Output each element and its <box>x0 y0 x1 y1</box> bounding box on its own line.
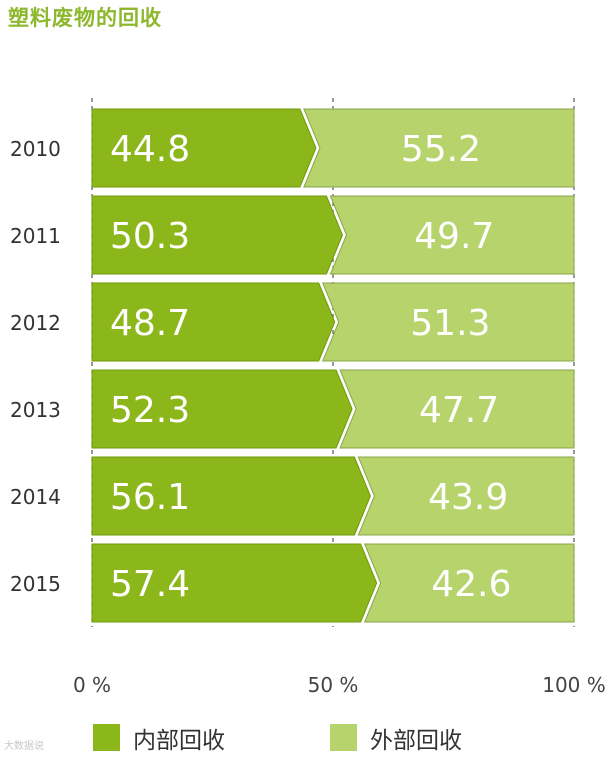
value-label-outer: 42.6 <box>431 564 511 605</box>
y-category-label: 2014 <box>10 485 61 509</box>
value-label-inner: 57.4 <box>110 564 190 605</box>
watermark: 大数据说 <box>4 741 44 752</box>
y-category-label: 2013 <box>10 398 61 422</box>
value-label-inner: 44.8 <box>110 129 190 170</box>
bar-inner-2011 <box>91 195 343 275</box>
bar-outer-2012 <box>321 282 575 362</box>
value-label-outer: 51.3 <box>410 303 490 344</box>
value-label-inner: 50.3 <box>110 216 190 257</box>
bar-inner-2013 <box>91 369 353 449</box>
x-tick-label: 0 % <box>73 673 111 697</box>
bar-outer-2014 <box>357 456 575 536</box>
value-label-outer: 49.7 <box>414 216 494 257</box>
bar-outer-2011 <box>329 195 575 275</box>
bar-inner-2010 <box>91 108 317 188</box>
bar-outer-2010 <box>303 108 575 188</box>
value-label-inner: 48.7 <box>110 303 190 344</box>
y-category-label: 2010 <box>10 137 61 161</box>
bar-inner-2012 <box>91 282 336 362</box>
y-category-label: 2015 <box>10 572 61 596</box>
bar-outer-2015 <box>363 543 575 623</box>
bar-outer-2013 <box>339 369 575 449</box>
value-label-inner: 56.1 <box>110 477 190 518</box>
y-category-label: 2012 <box>10 311 61 335</box>
x-tick-label: 50 % <box>308 673 359 697</box>
legend-swatch-inner <box>93 724 120 751</box>
legend-swatch-outer <box>330 724 357 751</box>
y-category-label: 2011 <box>10 224 61 248</box>
bar-inner-2014 <box>91 456 371 536</box>
bar-inner-2015 <box>91 543 378 623</box>
value-label-outer: 43.9 <box>428 477 508 518</box>
legend-label-outer: 外部回收 <box>370 728 462 754</box>
value-label-inner: 52.3 <box>110 390 190 431</box>
chart-title: 塑料废物的回收 <box>8 6 162 30</box>
value-label-outer: 47.7 <box>419 390 499 431</box>
x-tick-label: 100 % <box>542 673 606 697</box>
legend-label-inner: 内部回收 <box>133 728 225 754</box>
value-label-outer: 55.2 <box>401 129 481 170</box>
